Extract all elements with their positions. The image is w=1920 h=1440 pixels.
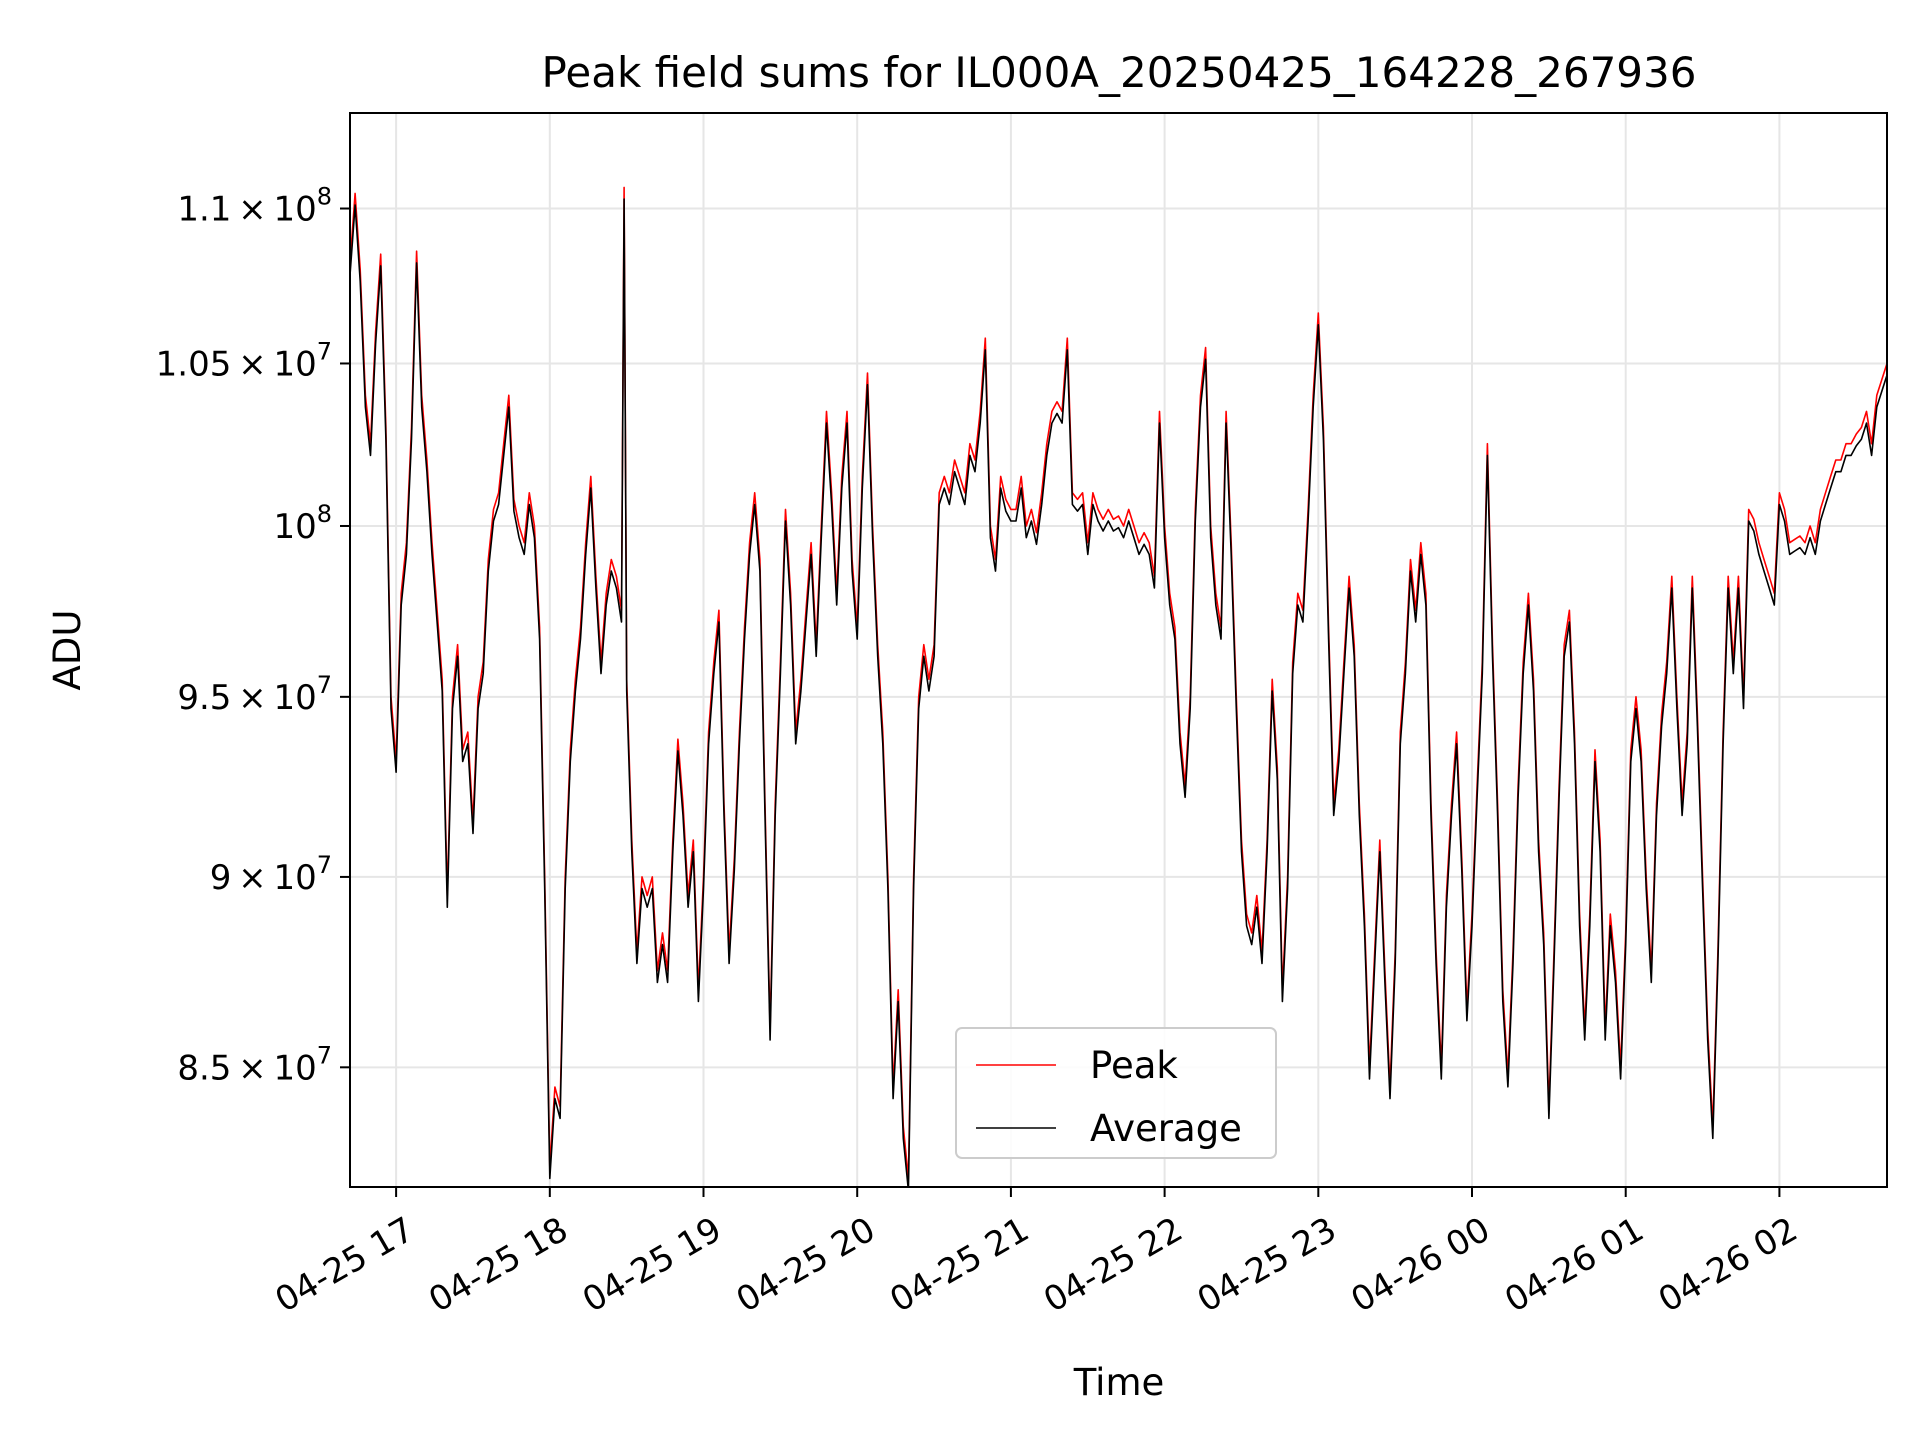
legend: Peak Average [955,1027,1277,1159]
series-layer [350,186,1887,1187]
series-average-line [350,198,1887,1187]
y-tick-label: 9 × 107 [210,851,332,898]
legend-label-average: Average [1090,1107,1242,1150]
x-axis-title: Time [1073,1361,1165,1404]
y-tick-label: 108 [273,500,332,547]
legend-box [955,1027,1277,1159]
y-tick-label: 8.5 × 107 [177,1041,332,1088]
plot-frame [349,112,1888,1188]
y-axis-title: ADU [46,610,89,691]
y-tick-label: 1.05 × 107 [156,337,332,384]
y-axis: 8.5 × 107 9 × 107 9.5 × 107 108 1.05 × 107 1.… [156,183,350,1088]
chart-title: Peak field sums for IL000A_20250425_1642… [542,48,1697,97]
legend-label-peak: Peak [1090,1044,1178,1087]
y-tick-label: 9.5 × 107 [177,671,332,718]
y-tick-label: 1.1 × 108 [177,183,332,230]
